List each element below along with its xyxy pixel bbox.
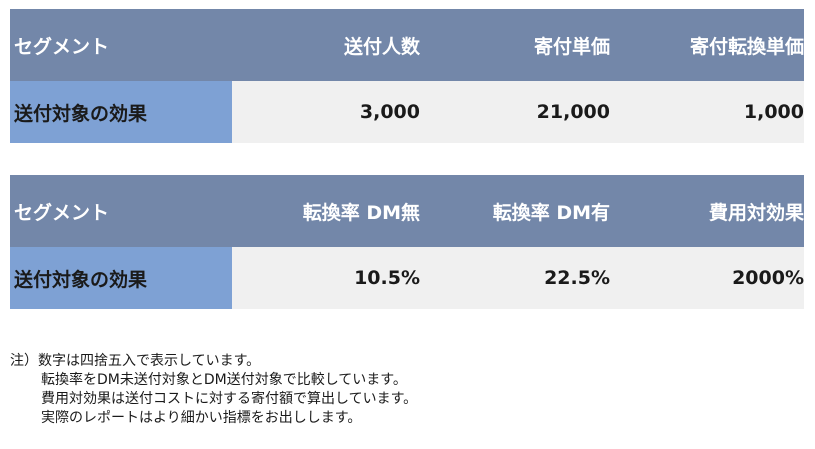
table-header-row: セグメント 転換率 DM無 転換率 DM有 費用対効果 [10, 175, 804, 247]
table-row: 送付対象の効果 10.5% 22.5% 2000% [10, 247, 804, 309]
header-donation-unit-price: 寄付単価 [533, 35, 610, 58]
header-cost-effectiveness: 費用対効果 [708, 201, 804, 224]
note-line-3: 費用対効果は送付コストに対する寄付額で算出しています。 [41, 391, 418, 407]
cell-conversion-no-dm: 10.5% [354, 267, 420, 289]
row-label: 送付対象の効果 [10, 247, 232, 309]
cell-conversion-with-dm: 22.5% [544, 267, 610, 289]
row-label: 送付対象の効果 [10, 81, 232, 143]
note-line-2: 転換率をDM未送付対象とDM送付対象で比較しています。 [41, 372, 407, 388]
cell-donation-unit-price: 21,000 [536, 101, 610, 123]
cell-cost-effectiveness: 2000% [732, 267, 804, 289]
summary-table-1: セグメント 送付人数 寄付単価 寄付転換単価 送付対象の効果 3,000 21,… [10, 9, 804, 143]
header-conversion-unit-price: 寄付転換単価 [689, 35, 804, 58]
header-conversion-no-dm: 転換率 DM無 [302, 201, 420, 224]
header-recipients: 送付人数 [343, 35, 420, 58]
cell-recipients: 3,000 [359, 101, 420, 123]
header-segment: セグメント [14, 201, 110, 224]
cell-conversion-unit-price: 1,000 [743, 101, 804, 123]
header-conversion-with-dm: 転換率 DM有 [492, 201, 610, 224]
table-header-row: セグメント 送付人数 寄付単価 寄付転換単価 [10, 9, 804, 81]
notes-block: 注）数字は四捨五入で表示しています。 転換率をDM未送付対象とDM送付対象で比較… [10, 352, 417, 428]
table-row: 送付対象の効果 3,000 21,000 1,000 [10, 81, 804, 143]
summary-table-2: セグメント 転換率 DM無 転換率 DM有 費用対効果 送付対象の効果 10.5… [10, 175, 804, 309]
header-segment: セグメント [14, 35, 110, 58]
note-line-1: 注）数字は四捨五入で表示しています。 [10, 353, 261, 369]
note-line-4: 実際のレポートはより細かい指標をお出しします。 [41, 410, 362, 426]
